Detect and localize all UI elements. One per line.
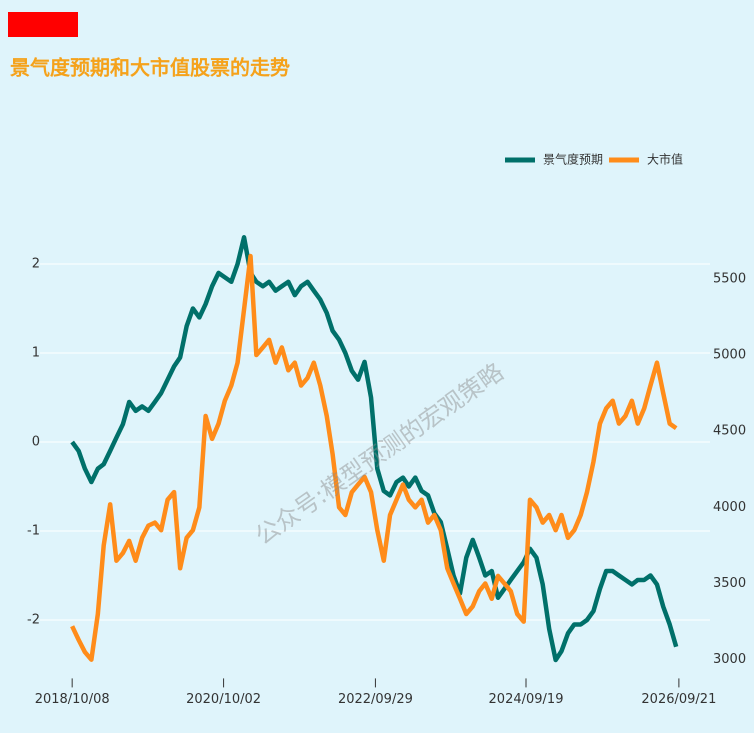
x-tick-label: 2026/09/21: [641, 692, 716, 707]
y-tick-label: -2: [27, 613, 40, 628]
y-tick-label: -1: [27, 524, 40, 539]
series-line: [70, 235, 679, 663]
y2-tick-label: 3500: [713, 576, 746, 591]
y2-tick-label: 4000: [713, 500, 746, 515]
y-tick-label: 0: [32, 435, 40, 450]
y2-tick-label: 5500: [713, 271, 746, 286]
legend-label: 景气度预期: [543, 152, 603, 167]
x-tick-label: 2020/10/02: [186, 692, 261, 707]
x-tick-label: 2024/09/19: [489, 692, 564, 707]
series-line: [70, 253, 678, 662]
chart-title: 景气度预期和大市值股票的走势: [10, 56, 290, 80]
y2-tick-label: 3000: [713, 652, 746, 667]
y-tick-label: 2: [32, 257, 40, 272]
y2-tick-label: 5000: [713, 348, 746, 363]
y2-tick-label: 4500: [713, 424, 746, 439]
x-tick-label: 2018/10/08: [35, 692, 110, 707]
x-tick-label: 2022/09/29: [338, 692, 413, 707]
legend-label: 大市值: [647, 152, 683, 167]
badge: [8, 12, 78, 37]
y-tick-label: 1: [32, 346, 40, 361]
